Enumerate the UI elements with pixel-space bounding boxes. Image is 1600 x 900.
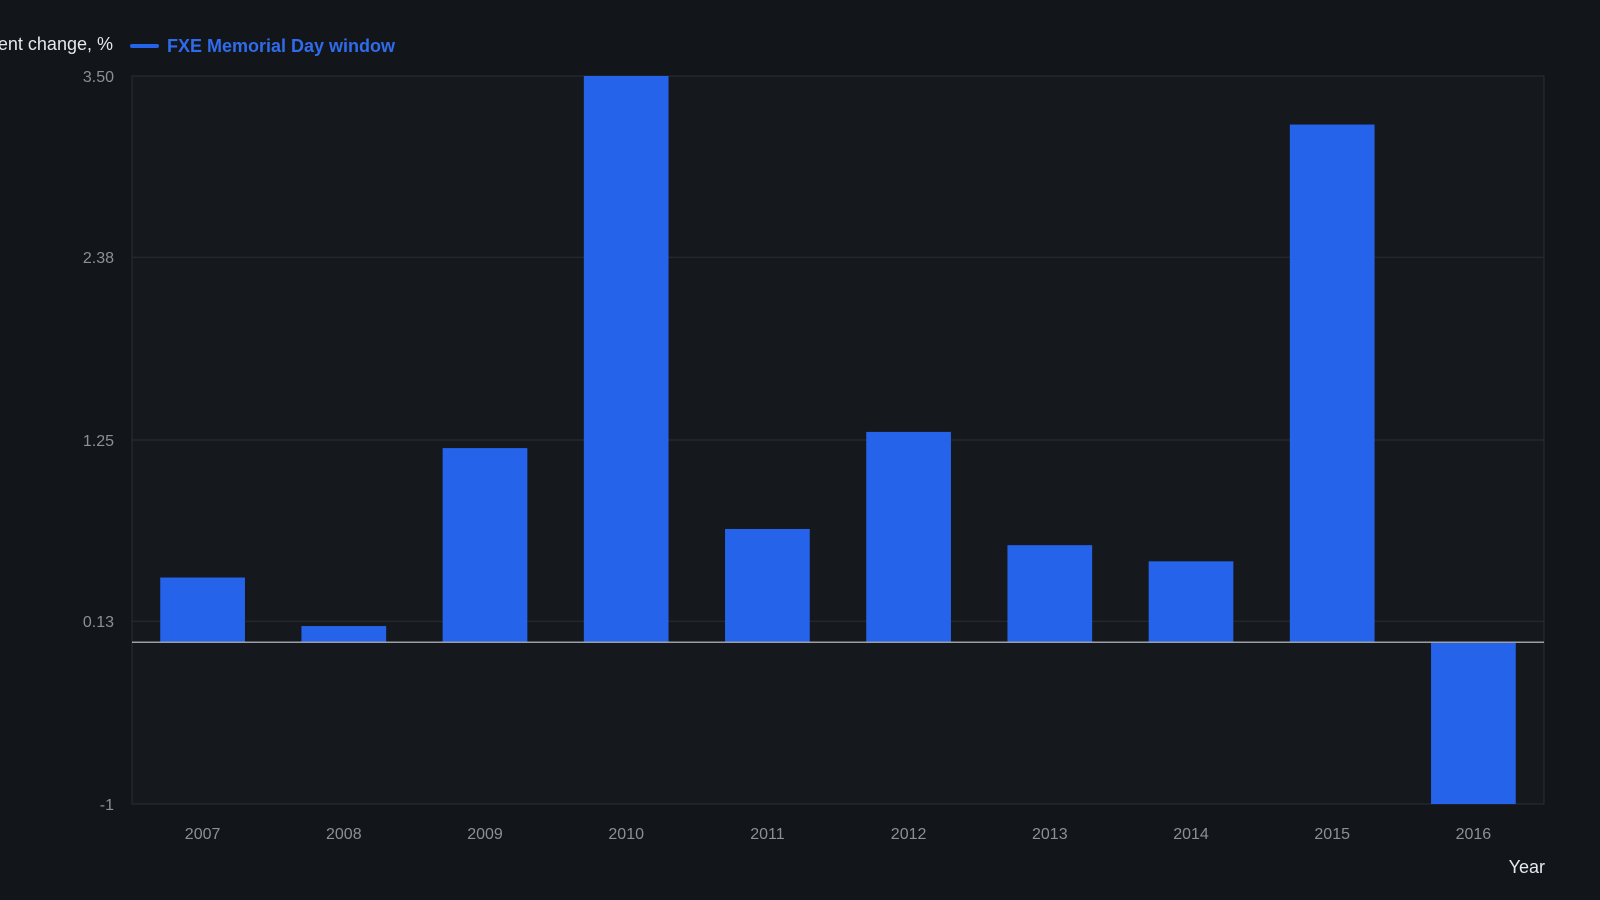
bar-2010[interactable] xyxy=(583,76,669,643)
x-tick-label: 2014 xyxy=(1173,826,1209,843)
y-tick-label: 3.50 xyxy=(83,69,114,86)
x-tick-label: 2007 xyxy=(185,826,221,843)
x-tick-label: 2016 xyxy=(1456,826,1492,843)
legend-swatch-icon xyxy=(130,44,159,48)
y-axis-label: Percent change, % xyxy=(0,34,113,54)
y-tick-label: 2.38 xyxy=(83,250,114,267)
legend-label: FXE Memorial Day window xyxy=(167,35,396,56)
bar-2007[interactable] xyxy=(160,577,245,643)
y-tick-label: -1 xyxy=(100,797,114,814)
x-tick-label: 2012 xyxy=(891,826,927,843)
x-tick-label: 2015 xyxy=(1314,826,1350,843)
bar-2015[interactable] xyxy=(1289,124,1375,643)
y-tick-label: 0.13 xyxy=(83,614,114,631)
x-tick-label: 2009 xyxy=(467,826,503,843)
x-axis-ticks: 2007 2008 2009 2010 2011 2012 2013 2014 2015 2016 xyxy=(185,826,1491,843)
y-tick-label: 1.25 xyxy=(83,433,114,450)
bar-2008[interactable] xyxy=(301,626,387,643)
bar-2016[interactable] xyxy=(1431,642,1516,804)
bar-series xyxy=(160,76,1516,804)
x-axis-label: Year xyxy=(1508,857,1545,877)
x-tick-label: 2013 xyxy=(1032,826,1068,843)
y-axis-ticks: 3.50 2.38 1.25 0.13 -1 xyxy=(83,69,114,814)
bar-2014[interactable] xyxy=(1148,561,1234,643)
legend[interactable]: FXE Memorial Day window xyxy=(130,34,395,58)
x-tick-label: 2011 xyxy=(750,826,785,843)
bar-2009[interactable] xyxy=(442,448,528,643)
x-tick-label: 2008 xyxy=(326,826,362,843)
bar-2012[interactable] xyxy=(866,431,951,643)
bar-2011[interactable] xyxy=(725,528,810,643)
x-tick-label: 2010 xyxy=(608,826,644,843)
bar-2013[interactable] xyxy=(1007,545,1093,643)
